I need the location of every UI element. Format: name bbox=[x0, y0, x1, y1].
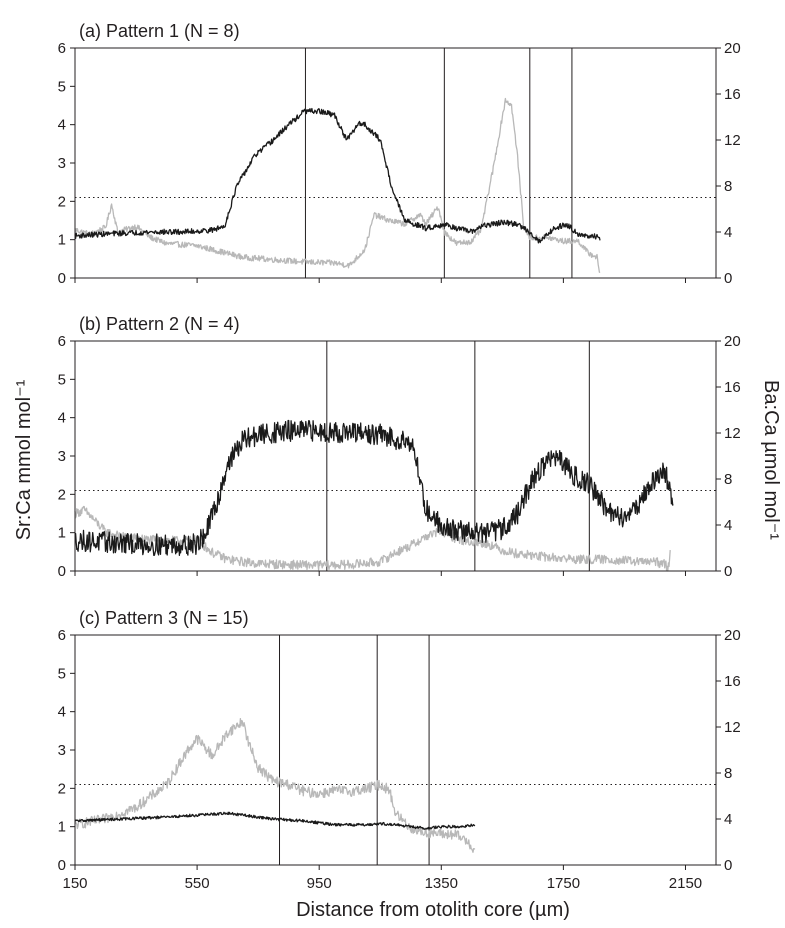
chart-panel: (c) Pattern 3 (N = 15)012345604812162015… bbox=[58, 608, 741, 892]
ba-ca-series-line bbox=[74, 505, 671, 572]
y-right-tick-label: 4 bbox=[724, 517, 732, 534]
y-right-tick-label: 8 bbox=[724, 765, 732, 782]
y-left-tick-label: 3 bbox=[58, 742, 66, 759]
x-tick-label: 550 bbox=[185, 875, 210, 892]
y-left-tick-label: 4 bbox=[58, 117, 66, 134]
plot-frame bbox=[74, 340, 717, 572]
y-left-tick-label: 5 bbox=[58, 78, 66, 95]
panels: (a) Pattern 1 (N = 8)0123456048121620(b)… bbox=[58, 21, 741, 892]
y-right-tick-label: 16 bbox=[724, 379, 741, 396]
y-left-tick-label: 6 bbox=[58, 333, 66, 350]
y-left-tick-label: 1 bbox=[58, 525, 66, 542]
x-tick-label: 1350 bbox=[425, 875, 458, 892]
y-left-tick-label: 2 bbox=[58, 193, 66, 210]
y-left-tick-label: 1 bbox=[58, 232, 66, 249]
y-left-tick-label: 2 bbox=[58, 486, 66, 503]
y-right-tick-label: 20 bbox=[724, 40, 741, 57]
panel-title: (b) Pattern 2 (N = 4) bbox=[79, 314, 240, 334]
sr-ca-series-line bbox=[74, 419, 674, 556]
panel-title: (a) Pattern 1 (N = 8) bbox=[79, 21, 240, 41]
y-left-axis-title: Sr:Ca mmol mol⁻¹ bbox=[13, 379, 35, 540]
y-left-tick-label: 0 bbox=[58, 270, 66, 287]
y-right-tick-label: 8 bbox=[724, 471, 732, 488]
y-right-tick-label: 20 bbox=[724, 333, 741, 350]
ba-ca-series-line bbox=[74, 717, 476, 853]
y-right-axis-title: Ba:Ca µmol mol⁻¹ bbox=[760, 380, 782, 540]
y-right-tick-label: 4 bbox=[724, 811, 732, 828]
y-right-tick-label: 0 bbox=[724, 270, 732, 287]
x-tick-label: 2150 bbox=[669, 875, 702, 892]
y-left-tick-label: 0 bbox=[58, 563, 66, 580]
y-left-tick-label: 2 bbox=[58, 780, 66, 797]
panel-title: (c) Pattern 3 (N = 15) bbox=[79, 608, 249, 628]
y-right-tick-label: 16 bbox=[724, 673, 741, 690]
y-right-tick-label: 0 bbox=[724, 857, 732, 874]
y-left-tick-label: 4 bbox=[58, 704, 66, 721]
y-right-tick-label: 12 bbox=[724, 719, 741, 736]
y-right-tick-label: 0 bbox=[724, 563, 732, 580]
y-right-tick-label: 4 bbox=[724, 224, 732, 241]
y-left-tick-label: 3 bbox=[58, 155, 66, 172]
y-left-tick-label: 1 bbox=[58, 819, 66, 836]
y-left-tick-label: 5 bbox=[58, 665, 66, 682]
x-tick-label: 950 bbox=[307, 875, 332, 892]
sr-ca-series-line bbox=[74, 811, 476, 830]
y-right-tick-label: 16 bbox=[724, 86, 741, 103]
x-tick-label: 1750 bbox=[547, 875, 580, 892]
y-right-tick-label: 20 bbox=[724, 627, 741, 644]
ba-ca-series-line bbox=[74, 97, 601, 273]
sr-ca-series-line bbox=[74, 107, 601, 244]
y-left-tick-label: 6 bbox=[58, 40, 66, 57]
y-right-tick-label: 12 bbox=[724, 425, 741, 442]
y-right-tick-label: 12 bbox=[724, 132, 741, 149]
y-left-tick-label: 6 bbox=[58, 627, 66, 644]
y-right-tick-label: 8 bbox=[724, 178, 732, 195]
y-left-tick-label: 3 bbox=[58, 448, 66, 465]
plot-frame bbox=[74, 634, 717, 866]
y-left-tick-label: 4 bbox=[58, 410, 66, 427]
y-left-tick-label: 0 bbox=[58, 857, 66, 874]
y-left-tick-label: 5 bbox=[58, 371, 66, 388]
x-axis-title: Distance from otolith core (µm) bbox=[296, 899, 570, 921]
x-tick-label: 150 bbox=[62, 875, 87, 892]
